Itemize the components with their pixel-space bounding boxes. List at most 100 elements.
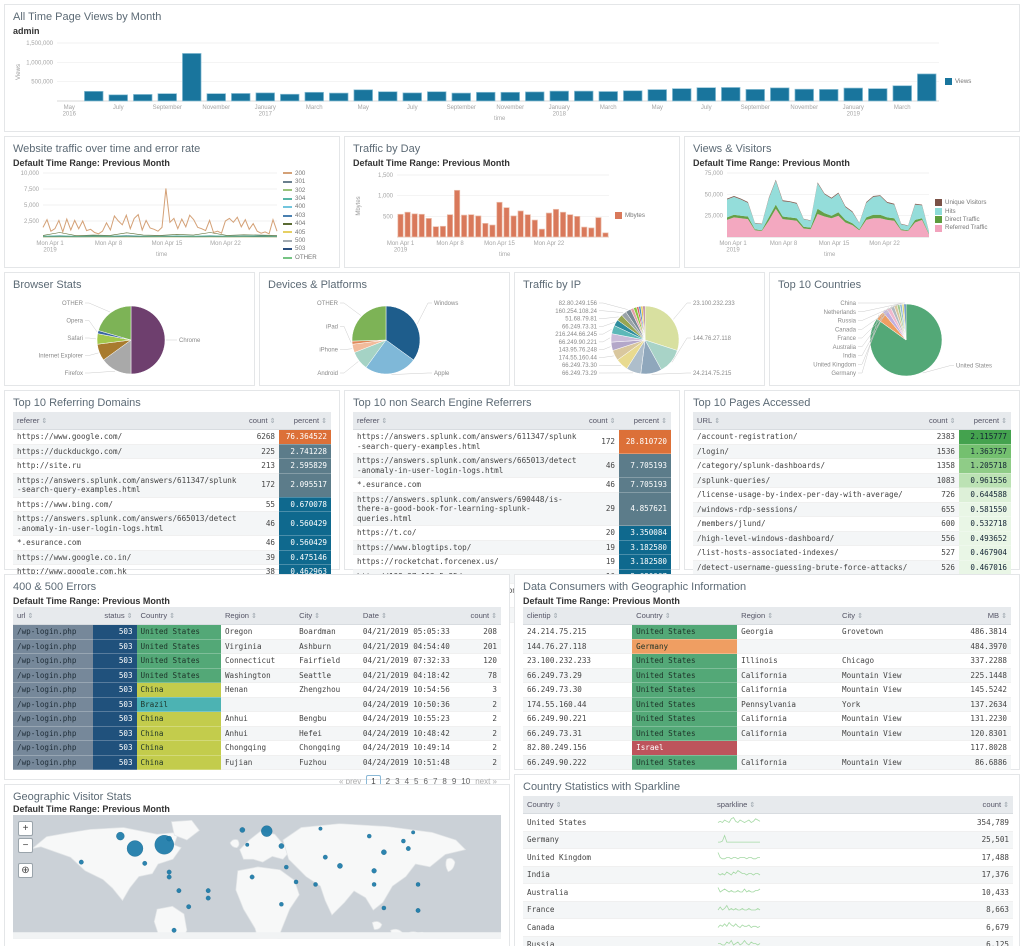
- map-zoom-in-button[interactable]: +: [18, 821, 33, 836]
- legend-item[interactable]: OTHER: [283, 254, 327, 261]
- legend-item[interactable]: Views: [945, 78, 1005, 85]
- table-row[interactable]: 174.55.160.44 United States Pennsylvania Yo…: [523, 697, 1011, 712]
- table-row[interactable]: https://t.co/20 3.350084: [353, 525, 671, 541]
- table-row[interactable]: *.esurance.com 46 7.705193: [353, 477, 671, 493]
- table-row[interactable]: 66.249.73.31 United States California Mount…: [523, 726, 1011, 741]
- traffic-by-ip-pie[interactable]: 82.80.249.156 160.254.108.24 51.68.79.81 66…: [523, 294, 756, 387]
- legend-item[interactable]: 304: [283, 195, 327, 202]
- table-row[interactable]: http://site.ru 213 2.595829: [13, 458, 331, 474]
- table-row[interactable]: /account-registration/2383 2.115777: [693, 429, 1011, 445]
- table-row[interactable]: /wp-login.php 503 United States Oregon Board…: [13, 624, 501, 640]
- table-row[interactable]: /wp-login.php 503 China Anhui Hefei 04/24/201…: [13, 726, 501, 741]
- column-header[interactable]: sparkline ⇕: [713, 796, 833, 814]
- legend-item[interactable]: 400: [283, 203, 327, 210]
- column-header[interactable]: clientip ⇕: [523, 607, 633, 625]
- table-row[interactable]: 82.80.249.156 Israel 117.8028: [523, 740, 1011, 756]
- pagination-page-10[interactable]: 10: [461, 777, 471, 786]
- pagination-page-2[interactable]: 2: [385, 777, 391, 786]
- column-header[interactable]: percent ⇕: [619, 412, 671, 430]
- column-header[interactable]: Region ⇕: [220, 607, 296, 625]
- table-row[interactable]: /wp-login.php 503 China Chongqing Chongqing 0…: [13, 740, 501, 756]
- column-header[interactable]: referer ⇕: [13, 412, 245, 430]
- views-visitors-chart[interactable]: 25,000 50,000 75,000 _time Mon Apr 1 2019 Mon …: [693, 169, 933, 262]
- table-row[interactable]: 66.249.73.30 United States California Mount…: [523, 682, 1011, 698]
- table-row[interactable]: /license-usage-by-index-per-day-with-ave…: [693, 487, 1011, 503]
- legend-item[interactable]: 403: [283, 212, 327, 219]
- column-header[interactable]: count ⇕: [953, 796, 1013, 814]
- table-row[interactable]: /list-hosts-associated-indexes/527 0.4679…: [693, 545, 1011, 561]
- table-row[interactable]: 66.249.73.29 United States California Mount…: [523, 668, 1011, 683]
- legend-item[interactable]: 200: [283, 170, 327, 177]
- column-header[interactable]: City ⇕: [295, 607, 359, 625]
- table-row[interactable]: /splunk-queries/1083 0.961556: [693, 473, 1011, 488]
- table-row[interactable]: /wp-login.php 503 China Fujian Fuzhou 04/24/2…: [13, 755, 501, 770]
- column-header[interactable]: count ⇕: [245, 412, 279, 430]
- column-header[interactable]: Date ⇕: [358, 607, 464, 625]
- table-row[interactable]: Germany 25,501: [523, 831, 1013, 849]
- legend-item[interactable]: 503: [283, 245, 327, 252]
- column-header[interactable]: referer ⇕: [353, 412, 585, 430]
- table-row[interactable]: 23.100.232.233 United States Illinois Chica…: [523, 653, 1011, 669]
- pagination-next[interactable]: next »: [475, 777, 497, 786]
- column-header[interactable]: Country ⇕: [523, 796, 713, 814]
- table-row[interactable]: 66.249.90.222 United States California Moun…: [523, 755, 1011, 770]
- pagination-page-8[interactable]: 8: [442, 777, 447, 786]
- table-row[interactable]: /wp-login.php 503 United States Washington S…: [13, 668, 501, 683]
- column-header[interactable]: url ⇕: [13, 607, 94, 625]
- pagination-prev[interactable]: « prev: [338, 777, 362, 786]
- pagination-page-4[interactable]: 4: [404, 777, 410, 786]
- legend-item[interactable]: Hits: [935, 208, 1009, 215]
- table-row[interactable]: https://www.google.co.in/39 0.475146: [13, 550, 331, 565]
- table-row[interactable]: /wp-login.php 503 United States Connecticut…: [13, 653, 501, 669]
- web-traffic-chart[interactable]: 2,500 5,000 7,500 10,000 _time Mon Apr 1 2019 M…: [13, 169, 281, 262]
- column-header[interactable]: count ⇕: [463, 607, 501, 625]
- table-row[interactable]: /wp-login.php 503 China Henan Zhengzhou 04/24…: [13, 682, 501, 698]
- legend-item[interactable]: 302: [283, 187, 327, 194]
- legend-item[interactable]: 405: [283, 229, 327, 236]
- table-row[interactable]: https://answers.splunk.com/answers/61134…: [353, 429, 671, 454]
- pagination-page-6[interactable]: 6: [423, 777, 428, 786]
- table-row[interactable]: /members/jlund/600 0.532718: [693, 516, 1011, 532]
- table-row[interactable]: https://rocketchat.forcenex.us/19 3.18258…: [353, 554, 671, 570]
- table-row[interactable]: /detect-username-guessing-brute-force-at…: [693, 560, 1011, 575]
- table-row[interactable]: /windows-rdp-sessions/655 0.581550: [693, 502, 1011, 517]
- legend-item[interactable]: 404: [283, 220, 327, 227]
- legend-item[interactable]: 301: [283, 178, 327, 185]
- table-row[interactable]: 66.249.90.221 United States California Moun…: [523, 711, 1011, 727]
- table-row[interactable]: https://answers.splunk.com/answers/66501…: [13, 511, 331, 536]
- table-row[interactable]: United States 354,789: [523, 813, 1013, 832]
- column-header[interactable]: count ⇕: [925, 412, 959, 430]
- pagination-page-3[interactable]: 3: [395, 777, 400, 786]
- table-row[interactable]: Australia 10,433: [523, 883, 1013, 902]
- legend-item[interactable]: 500: [283, 237, 327, 244]
- table-row[interactable]: https://answers.splunk.com/answers/69044…: [353, 492, 671, 526]
- table-row[interactable]: https://www.bing.com/55 0.670078: [13, 497, 331, 512]
- column-header[interactable]: [833, 796, 953, 814]
- legend-item[interactable]: Mbytes: [615, 212, 667, 219]
- devices-platforms-pie[interactable]: OTHER iPad iPhone Android Windows Apple: [268, 294, 501, 387]
- table-row[interactable]: https://answers.splunk.com/answers/61134…: [13, 473, 331, 498]
- column-header[interactable]: status ⇕: [93, 607, 137, 625]
- traffic-by-day-chart[interactable]: 500 1,000 1,500 Mbytes _time Mon Apr 1 2019 Mon…: [353, 169, 613, 262]
- table-row[interactable]: /category/splunk-dashboards/1358 1.205718: [693, 458, 1011, 474]
- table-row[interactable]: Canada 6,679: [523, 918, 1013, 937]
- column-header[interactable]: percent ⇕: [279, 412, 331, 430]
- table-row[interactable]: https://www.blogtips.top/19 3.182580: [353, 540, 671, 555]
- column-header[interactable]: Country ⇕: [632, 607, 738, 625]
- legend-item[interactable]: Unique Visitors: [935, 199, 1009, 207]
- table-row[interactable]: /wp-login.php 503 Brazil 04/24/2019 10:50:3…: [13, 697, 501, 712]
- legend-item[interactable]: Direct Traffic: [935, 216, 1009, 224]
- column-header[interactable]: count ⇕: [585, 412, 619, 430]
- world-map[interactable]: [13, 815, 501, 946]
- browser-stats-pie[interactable]: OTHER Opera Safari Internet Explorer Firefox…: [13, 294, 246, 387]
- top-countries-pie[interactable]: China Netherlands Russia Canada France Austra…: [778, 294, 1011, 387]
- column-header[interactable]: Country ⇕: [136, 607, 221, 625]
- table-row[interactable]: United Kingdom 17,488: [523, 848, 1013, 867]
- table-row[interactable]: Russia 6,125: [523, 936, 1013, 946]
- pagination-page-7[interactable]: 7: [432, 777, 438, 786]
- pagination-page-9[interactable]: 9: [451, 777, 457, 786]
- table-row[interactable]: 24.214.75.215 United States Georgia Groveto…: [523, 624, 1011, 640]
- column-header[interactable]: URL ⇕: [693, 412, 925, 430]
- table-row[interactable]: https://www.google.com/6268 76.364522: [13, 429, 331, 445]
- table-row[interactable]: https://duckduckgo.com/225 2.741228: [13, 444, 331, 459]
